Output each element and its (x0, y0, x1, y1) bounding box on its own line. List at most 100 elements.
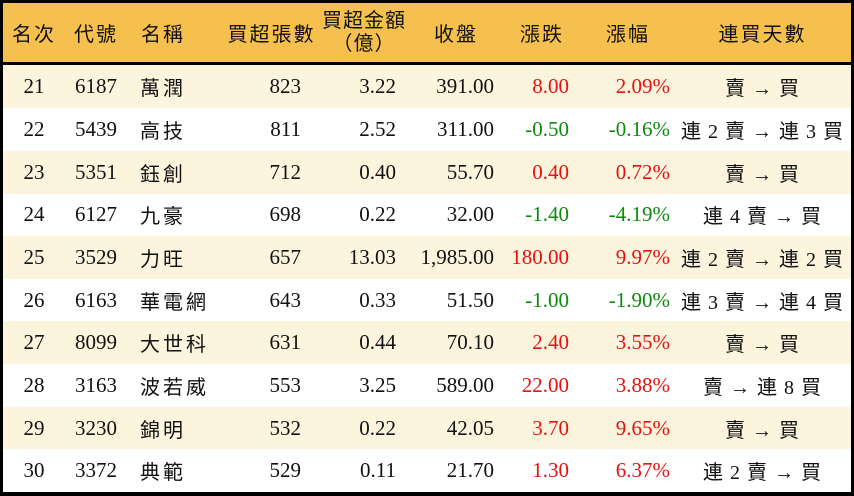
pct-cell: -0.16% (608, 117, 670, 142)
name-cell: 力旺 (140, 249, 186, 272)
streak-cell: 賣 → 買 (725, 419, 800, 442)
volume-cell: 529 (269, 458, 302, 483)
rank-cell: 28 (23, 372, 45, 397)
name-cell: 錦明 (140, 419, 186, 442)
close-cell: 55.70 (446, 159, 494, 184)
code-cell: 6127 (75, 202, 117, 227)
volume-cell: 698 (269, 202, 302, 227)
pct-cell: 3.55% (615, 330, 670, 355)
change-cell: 3.70 (532, 415, 569, 440)
amount-cell: 0.11 (360, 458, 396, 483)
rank-cell: 24 (23, 202, 45, 227)
rank-cell: 30 (23, 458, 45, 483)
pct-cell: 0.72% (615, 159, 670, 184)
col-header-amount: 買超金額 （億） (318, 3, 410, 65)
volume-cell: 532 (269, 415, 302, 440)
change-cell: 0.40 (532, 159, 569, 184)
volume-cell: 657 (269, 245, 302, 270)
name-cell: 大世科 (140, 334, 209, 357)
streak-cell: 賣 → 買 (725, 163, 800, 186)
close-cell: 1,985.00 (420, 245, 495, 270)
table-row: 24 6127 九豪 698 0.22 32.00 -1.40 -4.19% 連 4 賣 → 買 (3, 193, 851, 237)
streak-cell: 賣 → 買 (725, 78, 800, 101)
code-cell: 3372 (75, 458, 117, 483)
change-cell: -0.50 (525, 117, 569, 142)
volume-cell: 823 (269, 74, 302, 99)
code-cell: 3529 (75, 245, 117, 270)
change-cell: -1.40 (525, 202, 569, 227)
col-header-streak: 連買天數 (674, 3, 851, 65)
streak-cell: 連 2 賣 → 買 (703, 462, 822, 485)
name-cell: 九豪 (140, 206, 186, 229)
change-cell: 22.00 (521, 372, 569, 397)
close-cell: 51.50 (446, 287, 494, 312)
amount-cell: 0.22 (359, 202, 396, 227)
col-header-code: 代號 (65, 3, 127, 65)
volume-cell: 811 (270, 117, 301, 142)
volume-cell: 631 (269, 330, 302, 355)
col-header-volume: 買超張數 (225, 3, 318, 65)
close-cell: 42.05 (446, 415, 494, 440)
table-body: 21 6187 萬潤 823 3.22 391.00 8.00 2.09% 賣 → 買 22 543… (3, 63, 851, 492)
name-cell: 鈺創 (140, 163, 186, 186)
code-cell: 5351 (75, 159, 117, 184)
name-cell: 萬潤 (140, 78, 186, 101)
pct-cell: 9.65% (615, 415, 670, 440)
pct-cell: -1.90% (608, 287, 670, 312)
amount-cell: 2.52 (359, 117, 396, 142)
close-cell: 21.70 (446, 458, 494, 483)
pct-cell: 9.97% (615, 245, 670, 270)
col-header-amount-line1: 買超金額 (322, 9, 406, 32)
code-cell: 6163 (75, 287, 117, 312)
name-cell: 典範 (140, 462, 186, 485)
amount-cell: 3.22 (359, 74, 396, 99)
change-cell: 8.00 (532, 74, 569, 99)
streak-cell: 賣 → 連 8 買 (703, 376, 822, 399)
table-row: 26 6163 華電網 643 0.33 51.50 -1.00 -1.90% 連 3 賣 → … (3, 278, 851, 322)
pct-cell: 3.88% (615, 372, 670, 397)
amount-cell: 3.25 (359, 372, 396, 397)
change-cell: -1.00 (525, 287, 569, 312)
col-header-rank: 名次 (3, 3, 65, 65)
table-row: 28 3163 波若威 553 3.25 589.00 22.00 3.88% 賣 → 連 8 … (3, 364, 851, 407)
rank-cell: 29 (23, 415, 45, 440)
name-cell: 波若威 (140, 376, 209, 399)
close-cell: 32.00 (446, 202, 494, 227)
col-header-change: 漲跌 (502, 3, 582, 65)
amount-cell: 13.03 (348, 245, 396, 270)
table-row: 22 5439 高技 811 2.52 311.00 -0.50 -0.16% 連 2 賣 → … (3, 108, 851, 151)
rank-cell: 21 (23, 74, 45, 99)
volume-cell: 553 (269, 372, 302, 397)
streak-cell: 連 2 賣 → 連 2 買 (681, 249, 844, 272)
rank-cell: 22 (23, 117, 45, 142)
col-header-amount-line2: （億） (332, 32, 396, 55)
col-header-pct: 漲幅 (582, 3, 674, 65)
col-header-close: 收盤 (410, 3, 502, 65)
table-row: 21 6187 萬潤 823 3.22 391.00 8.00 2.09% 賣 → 買 (3, 63, 851, 109)
pct-cell: 6.37% (615, 458, 670, 483)
table-header: 名次 代號 名稱 買超張數 買超金額 （億） 收盤 漲跌 漲幅 連買天數 (3, 3, 851, 65)
volume-cell: 643 (269, 287, 302, 312)
rank-cell: 26 (23, 287, 45, 312)
close-cell: 589.00 (436, 372, 494, 397)
streak-cell: 連 2 賣 → 連 3 買 (681, 121, 844, 144)
change-cell: 1.30 (532, 458, 569, 483)
change-cell: 2.40 (532, 330, 569, 355)
code-cell: 3163 (75, 372, 117, 397)
amount-cell: 0.22 (359, 415, 396, 440)
rank-cell: 27 (23, 330, 45, 355)
rank-cell: 25 (23, 245, 45, 270)
pct-cell: -4.19% (608, 202, 670, 227)
streak-cell: 賣 → 買 (725, 334, 800, 357)
code-cell: 3230 (75, 415, 117, 440)
amount-cell: 0.40 (359, 159, 396, 184)
code-cell: 8099 (75, 330, 117, 355)
table-row: 23 5351 鈺創 712 0.40 55.70 0.40 0.72% 賣 → 買 (3, 150, 851, 194)
table-row: 27 8099 大世科 631 0.44 70.10 2.40 3.55% 賣 → 買 (3, 321, 851, 365)
table-row: 29 3230 錦明 532 0.22 42.05 3.70 9.65% 賣 → 買 (3, 406, 851, 450)
name-cell: 華電網 (140, 291, 209, 314)
streak-cell: 連 3 賣 → 連 4 買 (681, 291, 844, 314)
close-cell: 391.00 (436, 74, 494, 99)
amount-cell: 0.44 (359, 330, 396, 355)
